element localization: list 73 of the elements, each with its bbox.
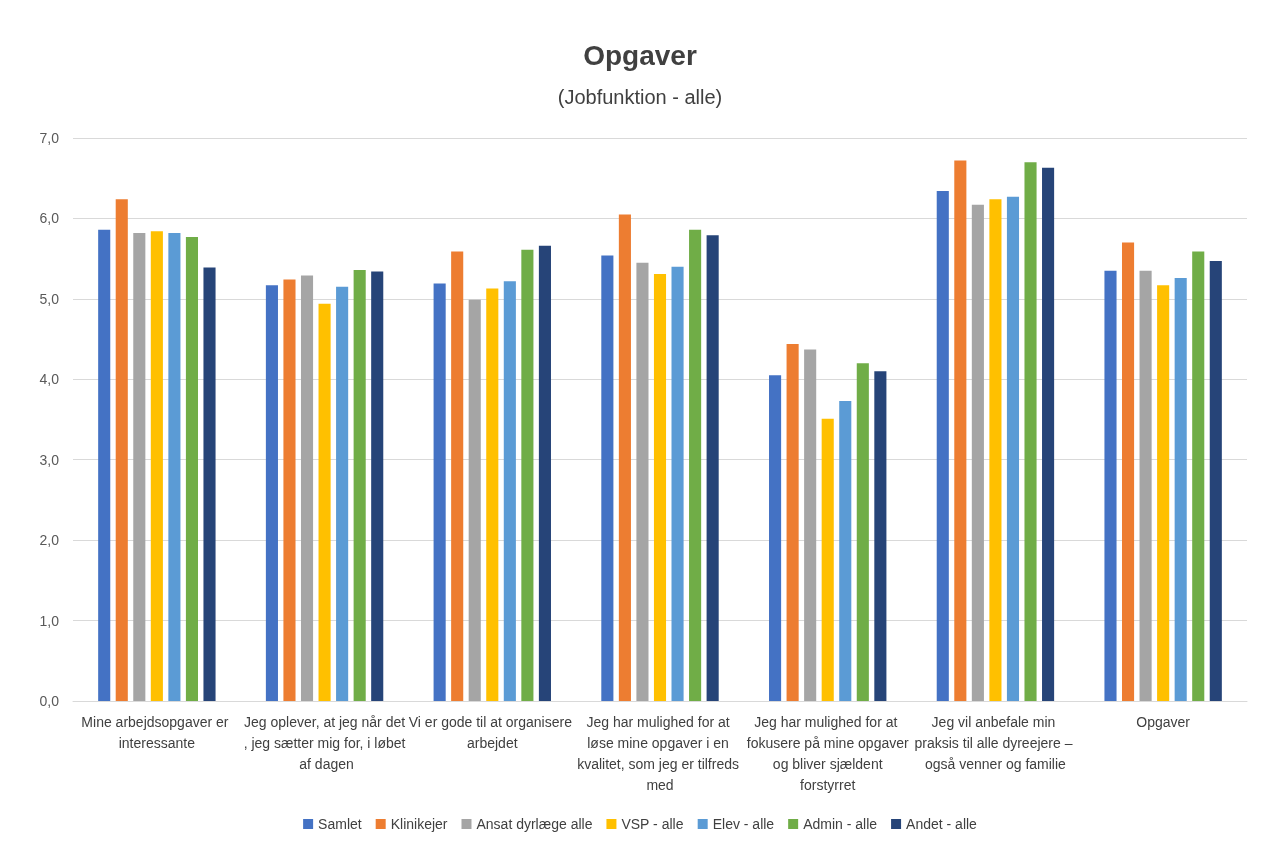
bar bbox=[1006, 196, 1020, 701]
chart-title: Opgaver bbox=[583, 39, 697, 71]
bar bbox=[503, 281, 516, 701]
bar bbox=[1104, 270, 1117, 701]
bar bbox=[318, 303, 331, 701]
x-tick-label: Opgaver bbox=[1136, 713, 1191, 730]
bar bbox=[203, 267, 216, 701]
legend-label: Ansat dyrlæge alle bbox=[476, 816, 593, 832]
bar bbox=[150, 231, 163, 701]
bar bbox=[538, 245, 551, 701]
bar bbox=[989, 199, 1002, 701]
bar bbox=[353, 269, 366, 701]
legend-label: Admin - alle bbox=[803, 816, 878, 832]
legend-label: Elev - alle bbox=[712, 816, 775, 832]
bar bbox=[971, 204, 984, 701]
legend-label: Klinikejer bbox=[390, 816, 448, 832]
bar bbox=[98, 229, 111, 701]
bar bbox=[1139, 270, 1152, 701]
bar bbox=[689, 229, 702, 701]
bar bbox=[618, 214, 631, 701]
legend-label: Samlet bbox=[318, 816, 362, 832]
x-tick-label: Jeg har mulighed for at fokusere på mine opgaver og bliver sjældent forstyrret bbox=[746, 713, 909, 793]
bar bbox=[936, 191, 949, 701]
bar bbox=[371, 271, 384, 701]
bar bbox=[433, 283, 446, 701]
bar bbox=[133, 232, 146, 701]
y-tick-label: 5,0 bbox=[39, 290, 60, 307]
bar bbox=[521, 249, 534, 701]
bar bbox=[671, 266, 684, 701]
x-tick-label: Jeg vil anbefale min praksis til alle dyreejere – også venner og familie bbox=[914, 713, 1077, 772]
bar bbox=[185, 236, 199, 701]
chart-subtitle: (Jobfunktion - alle) bbox=[557, 86, 723, 108]
x-tick-label: Jeg har mulighed for at løse mine opgaver i en kvalitet, som jeg er tilfreds med bbox=[577, 713, 743, 793]
bar bbox=[874, 371, 887, 701]
legend-label: VSP - alle bbox=[621, 816, 684, 832]
bar bbox=[786, 343, 799, 701]
bar bbox=[168, 232, 181, 701]
bar bbox=[1174, 277, 1187, 701]
x-tick-label: Mine arbejdsopgaver er interessante bbox=[81, 713, 233, 751]
x-tick-label: Vi er gode til at organisere arbejdet bbox=[408, 713, 576, 751]
y-tick-label: 2,0 bbox=[39, 532, 60, 549]
bar bbox=[283, 279, 296, 701]
bar bbox=[265, 285, 278, 701]
bar bbox=[601, 255, 614, 701]
bar bbox=[821, 418, 834, 701]
y-tick-label: 0,0 bbox=[39, 693, 60, 709]
bar bbox=[486, 288, 499, 701]
bar bbox=[653, 273, 667, 701]
bar bbox=[115, 199, 128, 701]
y-tick-label: 7,0 bbox=[39, 130, 60, 146]
bar bbox=[468, 299, 481, 701]
bar bbox=[1024, 162, 1037, 701]
bar bbox=[1157, 285, 1170, 701]
bar bbox=[636, 262, 649, 701]
bar bbox=[300, 275, 314, 701]
bar bbox=[769, 375, 782, 701]
y-tick-label: 6,0 bbox=[39, 210, 60, 227]
bar bbox=[954, 160, 967, 701]
bar bbox=[451, 251, 464, 701]
y-tick-label: 4,0 bbox=[39, 371, 60, 388]
bar bbox=[856, 363, 869, 701]
y-tick-label: 3,0 bbox=[39, 451, 60, 468]
x-tick-label: Jeg oplever, at jeg når det, jeg sætter mig for, i løbet af dagen bbox=[243, 713, 406, 772]
legend-label: Andet - alle bbox=[906, 816, 978, 832]
bar bbox=[1121, 242, 1135, 701]
bar bbox=[1192, 251, 1205, 701]
bar bbox=[1042, 167, 1055, 701]
bar bbox=[336, 286, 349, 701]
bar bbox=[839, 401, 852, 701]
bar bbox=[1209, 261, 1222, 701]
bar bbox=[804, 349, 817, 701]
bar bbox=[706, 235, 719, 701]
y-tick-label: 1,0 bbox=[39, 612, 60, 629]
